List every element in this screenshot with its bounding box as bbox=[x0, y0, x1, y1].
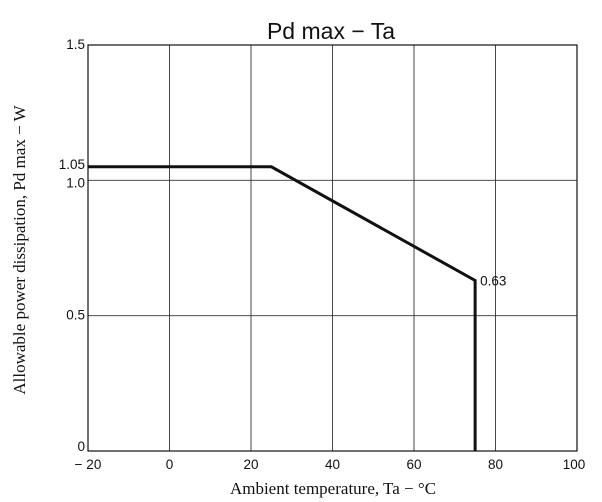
chart-title: Pd max − Ta bbox=[267, 18, 395, 44]
x-axis-ticks: − 20 0 20 40 60 80 100 bbox=[75, 457, 586, 472]
y-tick-label-1-05: 1.05 bbox=[59, 157, 85, 172]
x-tick-label: 20 bbox=[243, 457, 258, 472]
y-tick-label: 1.0 bbox=[66, 175, 85, 190]
x-tick-label: 100 bbox=[563, 457, 586, 472]
x-tick-label: − 20 bbox=[75, 457, 102, 472]
x-axis-label: Ambient temperature, Ta − °C bbox=[230, 479, 436, 498]
y-axis-label: Allowable power dissipation, Pd max − W bbox=[10, 104, 29, 394]
data-label-0-63: 0.63 bbox=[480, 273, 506, 288]
x-tick-label: 0 bbox=[166, 457, 174, 472]
x-tick-label: 40 bbox=[325, 457, 340, 472]
y-tick-label: 0 bbox=[77, 439, 85, 454]
plot-frame bbox=[87, 44, 578, 452]
x-tick-label: 60 bbox=[406, 457, 421, 472]
x-tick-label: 80 bbox=[488, 457, 503, 472]
y-axis-ticks: 0 0.5 1.0 1.5 bbox=[66, 37, 85, 454]
series-line bbox=[88, 165, 477, 451]
y-tick-label: 1.5 bbox=[66, 37, 85, 52]
y-tick-label: 0.5 bbox=[66, 308, 85, 323]
grid bbox=[88, 45, 577, 451]
